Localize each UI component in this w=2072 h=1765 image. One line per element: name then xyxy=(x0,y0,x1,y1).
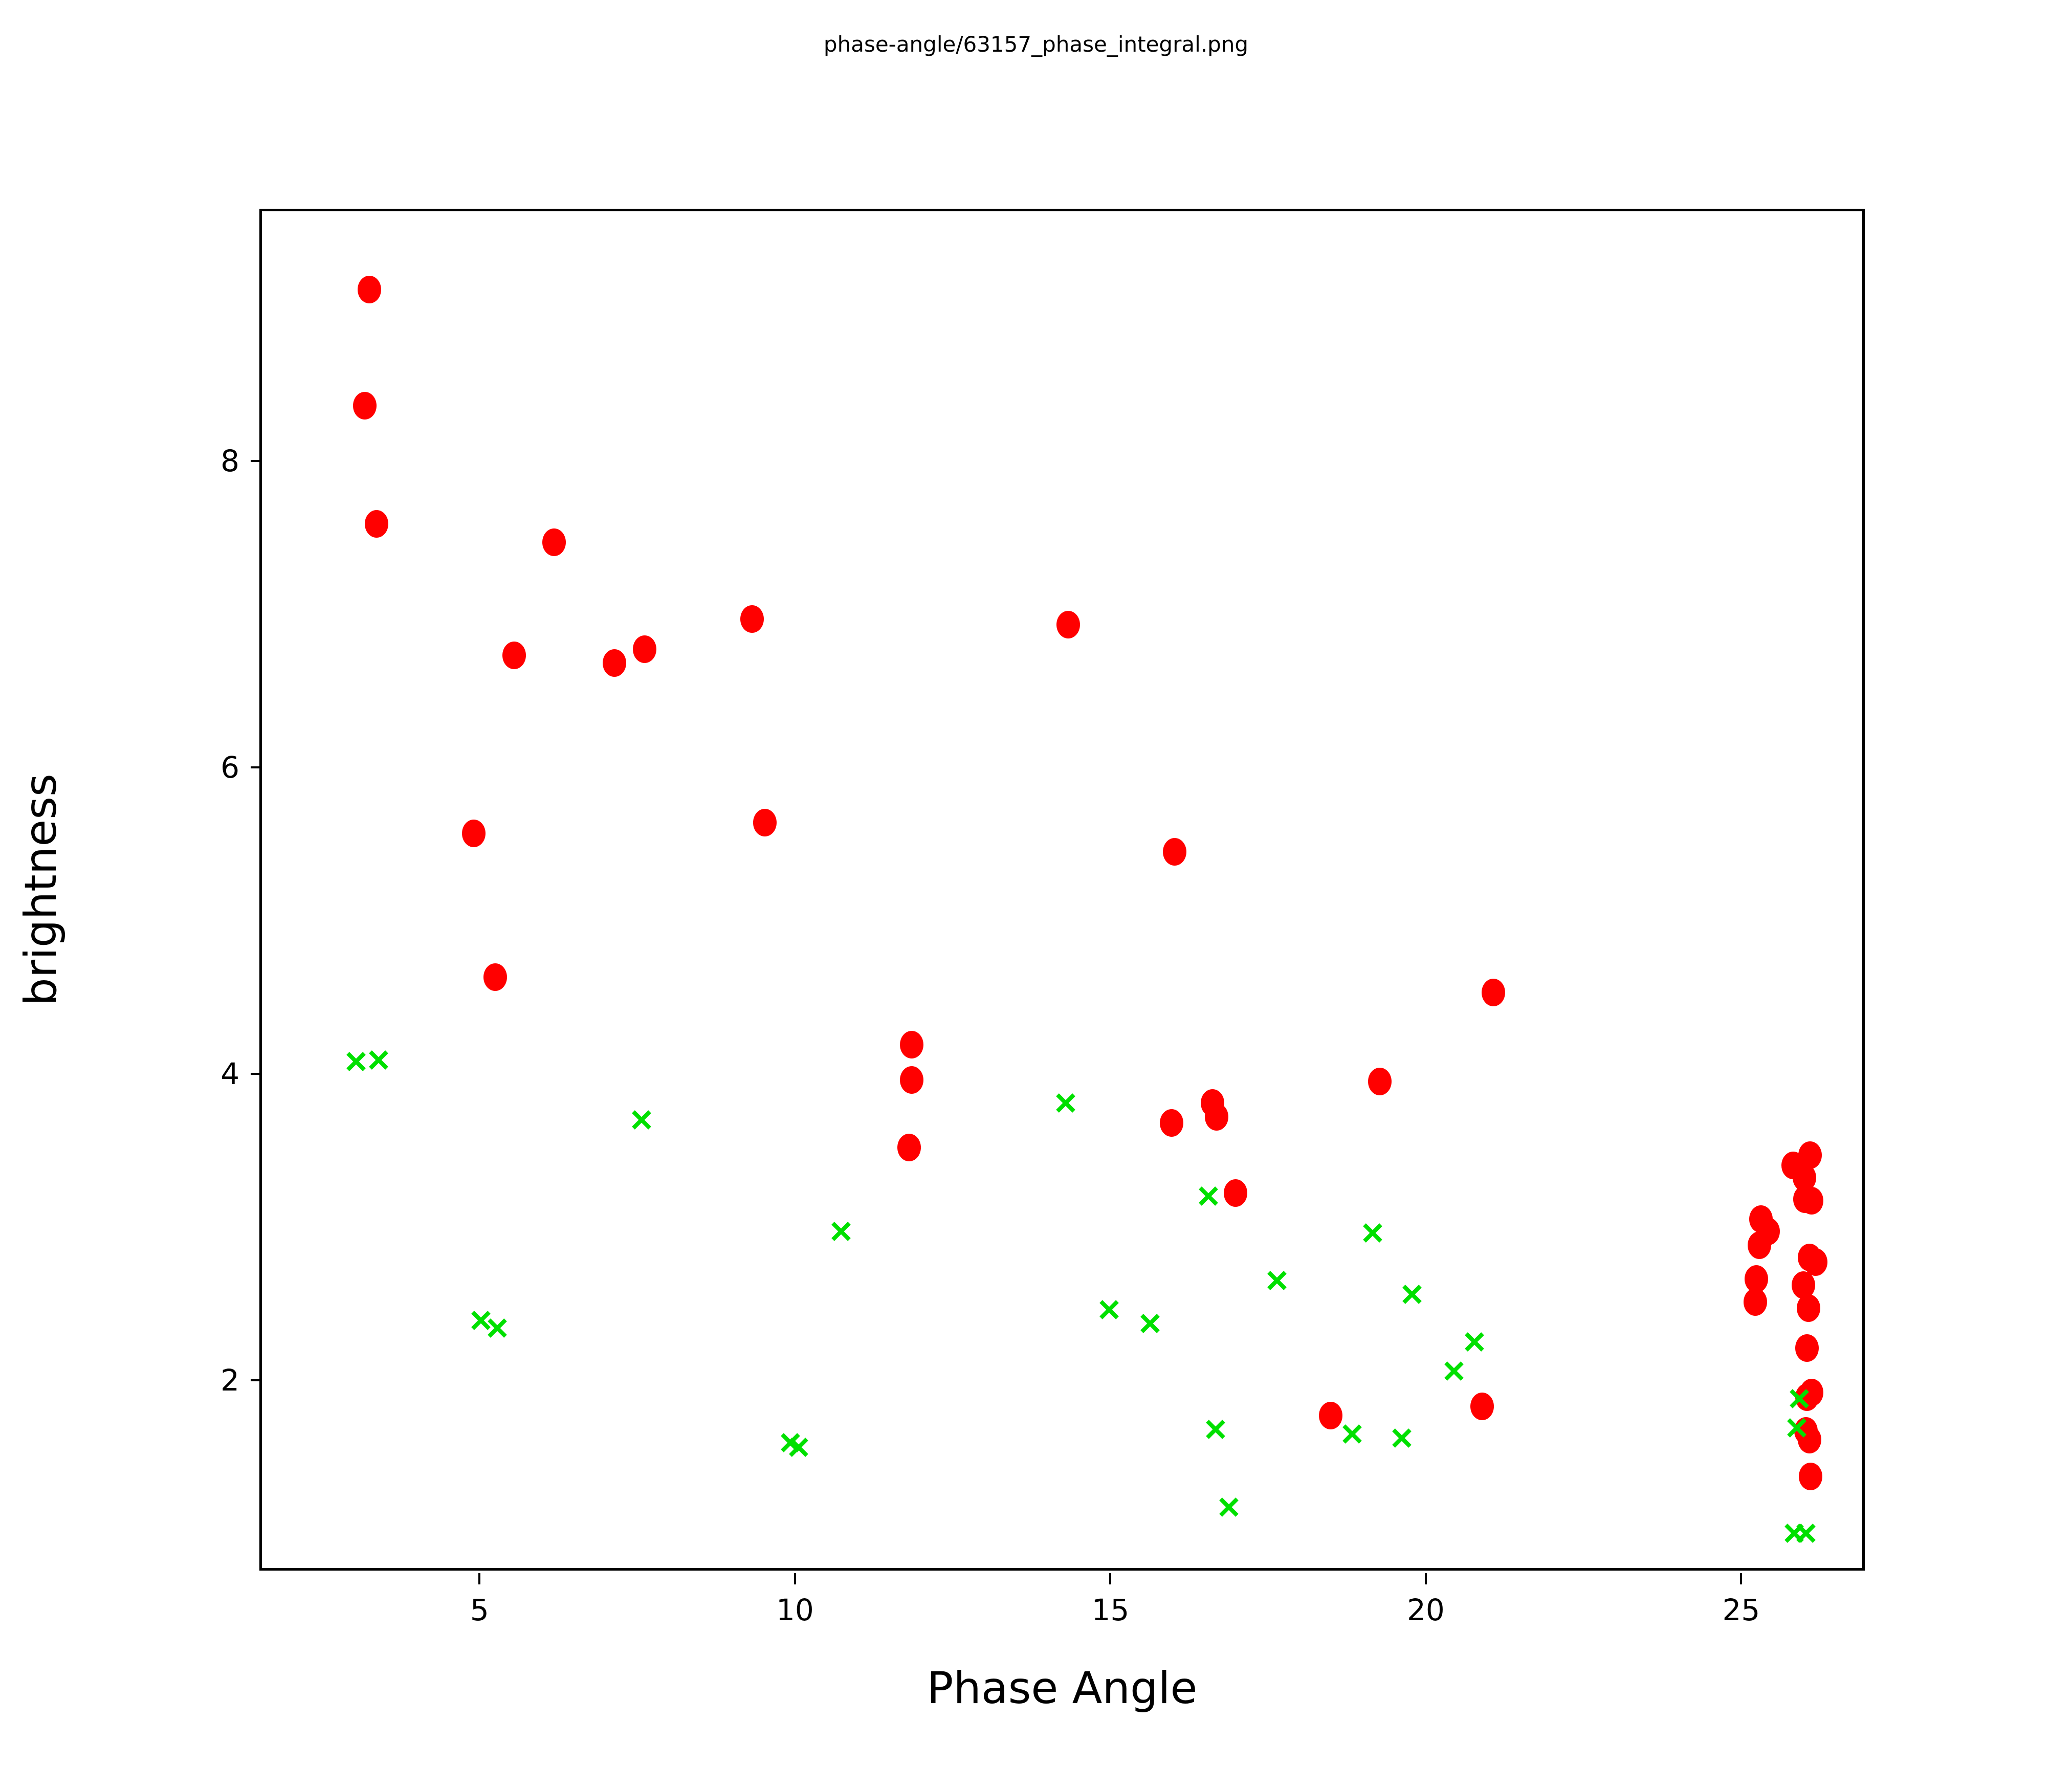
x-axis-tick xyxy=(793,1573,796,1584)
scatter-point-circle xyxy=(462,819,486,847)
scatter-point-circle xyxy=(1204,1102,1228,1131)
plot-area xyxy=(262,211,1862,1568)
scatter-point-circle xyxy=(357,275,381,303)
scatter-point-circle xyxy=(740,605,764,633)
scatter-point-x xyxy=(470,1309,492,1332)
scatter-point-x xyxy=(1204,1418,1227,1441)
scatter-point-x xyxy=(1139,1312,1161,1335)
scatter-point-x xyxy=(787,1436,810,1459)
x-axis-tick-label: 5 xyxy=(470,1593,489,1627)
scatter-point-circle xyxy=(1797,1294,1821,1322)
scatter-point-circle xyxy=(899,1066,923,1094)
scatter-point-x xyxy=(1218,1496,1240,1518)
y-axis-tick-label: 2 xyxy=(221,1362,239,1398)
scatter-point-x xyxy=(345,1050,367,1073)
scatter-point-circle xyxy=(1743,1288,1767,1316)
scatter-point-circle xyxy=(1368,1067,1392,1095)
x-axis-tick-label: 10 xyxy=(776,1593,814,1627)
scatter-point-x xyxy=(830,1220,852,1243)
scatter-point-circle xyxy=(1799,1463,1823,1491)
scatter-point-x xyxy=(1401,1283,1423,1306)
scatter-point-circle xyxy=(1163,837,1187,866)
scatter-point-circle xyxy=(1223,1179,1247,1207)
scatter-point-x xyxy=(1197,1185,1220,1207)
scatter-point-x xyxy=(1788,1387,1811,1410)
scatter-point-x xyxy=(630,1109,653,1131)
x-axis-tick-label: 15 xyxy=(1091,1593,1130,1627)
scatter-point-circle xyxy=(1318,1401,1342,1429)
scatter-point-x xyxy=(1341,1423,1363,1445)
scatter-point-circle xyxy=(633,635,657,664)
x-axis-tick xyxy=(1424,1573,1427,1584)
scatter-point-circle xyxy=(1800,1187,1824,1215)
y-axis-label: brightness xyxy=(15,774,67,1006)
scatter-point-circle xyxy=(603,649,627,677)
scatter-point-x xyxy=(1391,1427,1413,1449)
scatter-point-x xyxy=(1795,1522,1817,1545)
scatter-point-x xyxy=(1463,1331,1486,1353)
scatter-point-circle xyxy=(897,1133,921,1161)
scatter-point-circle xyxy=(1795,1334,1819,1362)
y-axis-tick xyxy=(251,460,262,462)
scatter-point-circle xyxy=(352,392,377,420)
scatter-point-circle xyxy=(1159,1109,1183,1137)
scatter-point-circle xyxy=(542,528,566,556)
scatter-point-circle xyxy=(502,642,526,670)
scatter-point-circle xyxy=(899,1030,923,1058)
x-axis-label: Phase Angle xyxy=(927,1663,1198,1714)
y-axis-tick xyxy=(251,1072,262,1075)
scatter-point-circle xyxy=(365,510,389,538)
y-axis-tick xyxy=(251,766,262,768)
scatter-point-x xyxy=(367,1049,390,1071)
x-axis-tick xyxy=(1109,1573,1112,1584)
y-axis-tick-label: 4 xyxy=(221,1056,239,1091)
x-axis-tick-label: 20 xyxy=(1406,1593,1445,1627)
scatter-point-circle xyxy=(1803,1248,1827,1276)
scatter-point-circle xyxy=(1481,979,1505,1007)
scatter-point-x xyxy=(1266,1269,1288,1292)
scatter-point-circle xyxy=(753,808,777,836)
plot-axes: 5 10 15 20 25 2 4 6 8 xyxy=(221,209,1865,1627)
page-title: phase-angle/63157_phase_integral.png xyxy=(823,32,1249,57)
y-axis-tick xyxy=(251,1379,262,1381)
scatter-point-circle xyxy=(483,963,508,991)
y-axis-tick-label: 8 xyxy=(221,444,239,479)
scatter-point-circle xyxy=(1748,1231,1772,1260)
scatter-point-x xyxy=(486,1317,509,1339)
scatter-point-circle xyxy=(1470,1392,1494,1420)
x-axis-tick xyxy=(1740,1573,1743,1584)
scatter-point-x xyxy=(1054,1092,1077,1114)
scatter-point-x xyxy=(1098,1298,1120,1321)
scatter-point-circle xyxy=(1056,611,1080,639)
x-axis-tick xyxy=(478,1573,481,1584)
scatter-point-x xyxy=(1443,1360,1465,1382)
scatter-point-x xyxy=(1786,1417,1808,1439)
y-axis-tick-label: 6 xyxy=(221,749,239,785)
x-axis-tick-label: 25 xyxy=(1722,1593,1760,1627)
scatter-point-x xyxy=(1361,1222,1384,1244)
